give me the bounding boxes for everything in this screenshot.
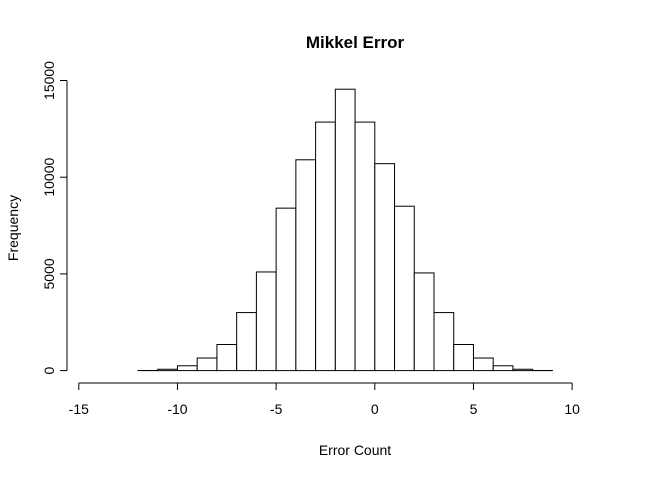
- x-tick-label: 10: [564, 401, 580, 417]
- histogram-bar: [394, 205, 415, 372]
- y-axis: 0 5000 10000 15000: [41, 61, 68, 374]
- histogram-bar: [176, 365, 198, 372]
- histogram-bar: [512, 368, 534, 372]
- y-tick-label: 5000: [41, 258, 57, 289]
- histogram-bar: [413, 272, 435, 372]
- histogram-bar: [334, 88, 356, 372]
- histogram-bar: [374, 163, 396, 372]
- histogram-bar: [492, 365, 514, 372]
- histogram-bar: [354, 121, 376, 372]
- histogram-bar: [157, 368, 178, 372]
- histogram-bar: [236, 312, 257, 372]
- histogram-bar: [196, 357, 218, 372]
- x-tick-label: -15: [69, 401, 89, 417]
- histogram-bar: [315, 121, 336, 372]
- histogram-bar: [433, 312, 455, 372]
- y-tick-label: 10000: [41, 158, 57, 197]
- histogram-bar: [275, 207, 297, 372]
- x-tick-label: 5: [470, 401, 478, 417]
- y-tick-label: 15000: [41, 61, 57, 100]
- histogram-bar: [295, 159, 317, 372]
- x-tick-label: -10: [167, 401, 187, 417]
- y-axis-label: Frequency: [5, 195, 21, 261]
- histogram-bar: [453, 343, 474, 372]
- histogram-bar: [472, 357, 494, 372]
- histogram-bars: [137, 88, 553, 372]
- x-tick-label: -5: [270, 401, 283, 417]
- x-axis-label: Error Count: [319, 442, 391, 458]
- histogram-bar: [255, 271, 277, 372]
- x-tick-label: 0: [371, 401, 379, 417]
- chart-title: Mikkel Error: [306, 33, 405, 52]
- x-axis: -15 -10 -5 0 5 10: [69, 382, 580, 417]
- y-tick-label: 0: [41, 366, 57, 374]
- histogram-bar: [216, 343, 238, 372]
